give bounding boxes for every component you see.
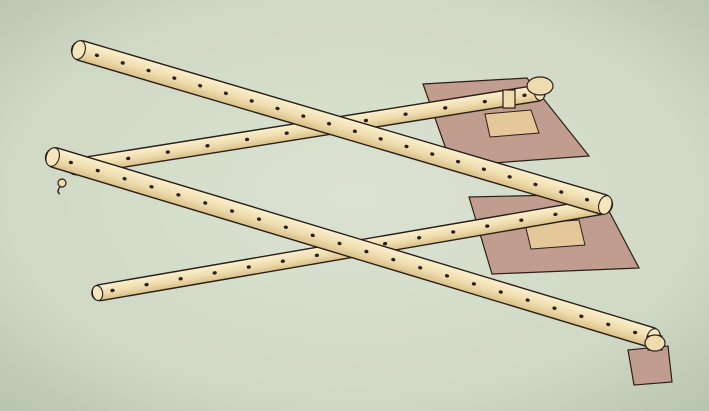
- rod-hole: [249, 99, 254, 103]
- rod-hole: [485, 224, 490, 228]
- rod-hole: [364, 249, 369, 254]
- rod-hole: [606, 322, 611, 327]
- rod-hole: [95, 168, 100, 173]
- rod-body: [70, 40, 614, 215]
- rod-hole: [633, 330, 638, 335]
- rod-hole: [120, 61, 125, 65]
- rod-hole: [525, 298, 530, 302]
- rod-hole: [498, 290, 503, 294]
- rod-hole: [430, 152, 435, 156]
- rod-hole: [280, 259, 285, 263]
- rod-hole: [579, 314, 584, 319]
- rod-end-cap-left: [91, 285, 104, 302]
- rod-hole: [522, 93, 527, 97]
- rod-hole: [94, 53, 100, 58]
- rod-hole: [230, 209, 235, 213]
- lower-pivot-block: [644, 334, 666, 352]
- rod-hole: [223, 91, 228, 96]
- rod-hole: [122, 176, 127, 181]
- rod-hole: [212, 271, 217, 275]
- rod-hole: [559, 190, 564, 194]
- rod-hole: [126, 156, 131, 161]
- rod-hole: [533, 182, 538, 187]
- rod-hole: [246, 265, 251, 269]
- rod-hole: [553, 212, 558, 217]
- rod-hole: [284, 131, 289, 135]
- rod-hole: [327, 121, 332, 126]
- rod-hole: [205, 144, 210, 148]
- rod-hole: [444, 274, 450, 278]
- rod-hole: [418, 266, 423, 270]
- rod-hole: [352, 129, 357, 134]
- rod-end-cap-left: [71, 40, 86, 60]
- rod-hole: [314, 253, 320, 258]
- rod-hole: [481, 167, 486, 172]
- rod-hole: [146, 68, 151, 73]
- rod-hole: [363, 118, 369, 123]
- rod-hole: [144, 282, 149, 287]
- rod-hole: [203, 201, 208, 205]
- rod-hole: [443, 106, 448, 110]
- rod-end-cap-left: [45, 147, 60, 167]
- rod-hole: [68, 160, 73, 165]
- rod-hole: [283, 225, 288, 229]
- rod-hole: [471, 282, 476, 286]
- rod-hole: [403, 112, 408, 116]
- rod-hole: [244, 137, 250, 142]
- rod-hole: [149, 185, 154, 189]
- rod-hole: [178, 277, 183, 281]
- rod-hole: [165, 150, 170, 154]
- rod-hole: [584, 197, 590, 202]
- left-hook-pin: [57, 178, 67, 195]
- rod-hole: [172, 76, 177, 80]
- rod-hole: [198, 83, 203, 88]
- rod-hole: [337, 241, 342, 246]
- paper-sheet-corner: [627, 345, 673, 386]
- rod-hole: [301, 114, 306, 118]
- rod-hole: [417, 236, 422, 240]
- upper-pivot-block: [502, 76, 554, 109]
- rod-hole: [176, 193, 181, 197]
- rod-hole: [382, 241, 388, 246]
- rod-hole: [404, 144, 409, 149]
- rod-hole: [519, 218, 524, 222]
- rod-hole: [256, 217, 262, 221]
- rod-hole: [378, 137, 383, 141]
- rod-hole: [451, 230, 456, 234]
- rod-hole: [110, 288, 115, 293]
- rod-hole: [391, 257, 396, 262]
- rod-end-cap-right: [598, 195, 613, 215]
- rod-hole: [310, 233, 315, 238]
- rod-hole: [482, 99, 487, 104]
- rod-front-upper: [70, 40, 614, 215]
- rod-hole: [552, 306, 557, 310]
- rod-hole: [275, 106, 280, 111]
- rod-hole: [507, 175, 512, 179]
- rod-hole: [456, 159, 461, 164]
